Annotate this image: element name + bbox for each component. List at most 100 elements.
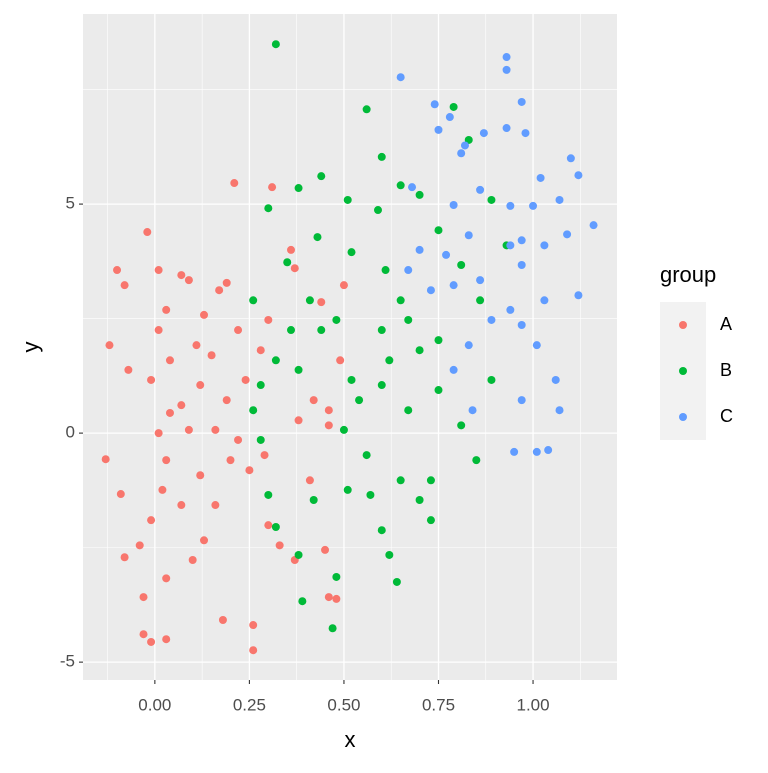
point [222, 396, 231, 405]
point [563, 230, 572, 239]
point [162, 456, 171, 465]
panel [83, 14, 617, 680]
x-tick-label: 0.75 [422, 695, 455, 714]
point [222, 278, 231, 287]
point [324, 593, 333, 602]
point [343, 485, 352, 494]
y-axis-title: y [18, 342, 43, 353]
point [445, 113, 454, 122]
point [540, 296, 549, 305]
point [332, 572, 341, 581]
point [249, 406, 258, 415]
point [249, 646, 258, 655]
point [275, 541, 284, 550]
point [551, 375, 560, 384]
point [434, 226, 443, 235]
point [506, 305, 515, 314]
point [162, 574, 171, 583]
y-tick-label: -5 [60, 652, 75, 671]
point [321, 545, 330, 554]
point [324, 421, 333, 430]
point [426, 286, 435, 295]
point [207, 351, 216, 360]
point [294, 184, 303, 193]
point [339, 425, 348, 434]
point [449, 201, 458, 210]
x-tick-label: 1.00 [516, 695, 549, 714]
point [366, 490, 375, 499]
point [377, 326, 386, 335]
point [479, 129, 488, 138]
point [211, 501, 220, 510]
point [339, 281, 348, 290]
legend-key [679, 367, 687, 375]
point [120, 281, 129, 290]
point [464, 231, 473, 240]
point [517, 97, 526, 106]
point [506, 201, 515, 210]
point [404, 315, 413, 324]
point [487, 315, 496, 324]
point [177, 401, 186, 410]
point [305, 476, 314, 485]
point [506, 241, 515, 250]
point [215, 286, 224, 295]
point [540, 241, 549, 250]
point [442, 250, 451, 259]
point [510, 447, 519, 456]
point [430, 100, 439, 109]
point [105, 341, 114, 350]
point [434, 386, 443, 395]
point [154, 266, 163, 275]
point [415, 190, 424, 199]
point [555, 406, 564, 415]
point [343, 195, 352, 204]
point [290, 264, 299, 273]
point [457, 421, 466, 430]
legend-key [679, 413, 687, 421]
point [184, 276, 193, 285]
point [177, 271, 186, 280]
point [415, 495, 424, 504]
point [574, 171, 583, 180]
point [574, 291, 583, 300]
point [184, 425, 193, 434]
point [309, 495, 318, 504]
point [332, 315, 341, 324]
point [381, 266, 390, 275]
point [317, 326, 326, 335]
point [449, 102, 458, 111]
point [101, 455, 110, 464]
point [487, 375, 496, 384]
point [434, 125, 443, 134]
point [566, 154, 575, 163]
point [249, 621, 258, 630]
point [188, 555, 197, 564]
point [392, 577, 401, 586]
point [457, 149, 466, 158]
point [147, 637, 156, 646]
point [502, 65, 511, 74]
point [226, 456, 235, 465]
point [529, 201, 538, 210]
point [200, 310, 209, 319]
point [460, 141, 469, 150]
point [362, 451, 371, 460]
y-tick-label: 0 [66, 423, 75, 442]
x-tick-label: 0.25 [233, 695, 266, 714]
point [230, 179, 239, 188]
point [287, 245, 296, 254]
point [328, 624, 337, 633]
point [347, 375, 356, 384]
point [309, 396, 318, 405]
point [249, 296, 258, 305]
x-tick-label: 0.00 [138, 695, 171, 714]
point [347, 248, 356, 257]
point [120, 553, 129, 562]
point [472, 456, 481, 465]
point [404, 406, 413, 415]
point [264, 521, 273, 530]
point [589, 221, 598, 230]
point [196, 471, 205, 480]
point [268, 183, 277, 192]
